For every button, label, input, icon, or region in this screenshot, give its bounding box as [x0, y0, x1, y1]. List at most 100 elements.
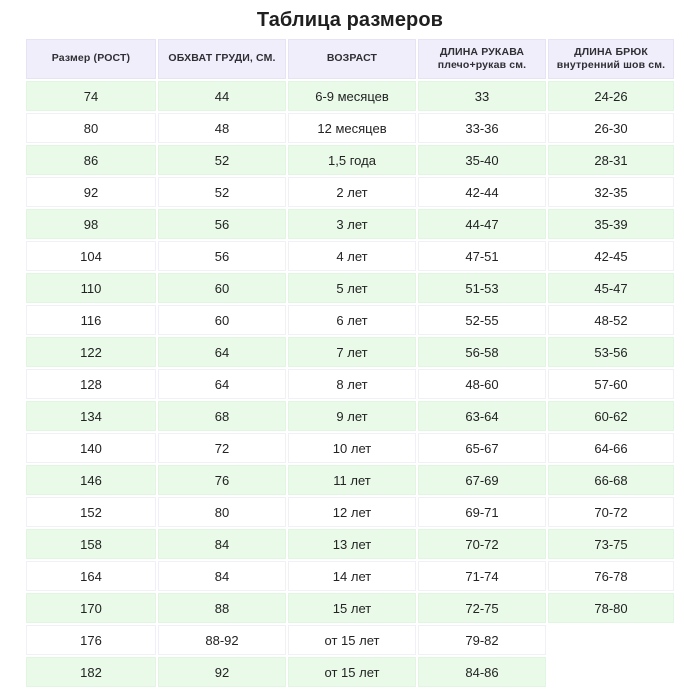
cell-inseam: 76-78: [548, 561, 674, 591]
cell-age: 6 лет: [288, 305, 416, 335]
cell-size: 74: [26, 81, 156, 111]
cell-size: 182: [26, 657, 156, 687]
cell-size: 92: [26, 177, 156, 207]
cell-sleeve: 33-36: [418, 113, 546, 143]
table-row: 104 56 4 лет 47-51 42-45: [26, 241, 674, 271]
cell-sleeve: 51-53: [418, 273, 546, 303]
table-header-row: Размер (РОСТ) ОБХВАТ ГРУДИ, см. ВОЗРАСТ …: [26, 39, 674, 79]
cell-sleeve: 65-67: [418, 433, 546, 463]
table-row: 74 44 6-9 месяцев 33 24-26: [26, 81, 674, 111]
cell-age: 3 лет: [288, 209, 416, 239]
cell-chest: 60: [158, 273, 286, 303]
cell-age: 2 лет: [288, 177, 416, 207]
column-header-chest: ОБХВАТ ГРУДИ, см.: [158, 39, 286, 79]
cell-chest: 68: [158, 401, 286, 431]
cell-inseam: [548, 657, 674, 687]
cell-age: от 15 лет: [288, 657, 416, 687]
cell-size: 128: [26, 369, 156, 399]
table-row: 152 80 12 лет 69-71 70-72: [26, 497, 674, 527]
cell-inseam: 35-39: [548, 209, 674, 239]
cell-sleeve: 44-47: [418, 209, 546, 239]
cell-sleeve: 47-51: [418, 241, 546, 271]
cell-sleeve: 63-64: [418, 401, 546, 431]
cell-chest: 64: [158, 369, 286, 399]
cell-inseam: 70-72: [548, 497, 674, 527]
size-table: Размер (РОСТ) ОБХВАТ ГРУДИ, см. ВОЗРАСТ …: [24, 37, 676, 689]
cell-inseam: 28-31: [548, 145, 674, 175]
cell-chest: 76: [158, 465, 286, 495]
cell-chest: 88: [158, 593, 286, 623]
cell-sleeve: 71-74: [418, 561, 546, 591]
cell-size: 134: [26, 401, 156, 431]
cell-size: 104: [26, 241, 156, 271]
cell-chest: 56: [158, 209, 286, 239]
cell-size: 80: [26, 113, 156, 143]
table-row: 182 92 от 15 лет 84-86: [26, 657, 674, 687]
cell-chest: 52: [158, 177, 286, 207]
table-row: 146 76 11 лет 67-69 66-68: [26, 465, 674, 495]
column-header-age: ВОЗРАСТ: [288, 39, 416, 79]
table-row: 98 56 3 лет 44-47 35-39: [26, 209, 674, 239]
table-row: 92 52 2 лет 42-44 32-35: [26, 177, 674, 207]
cell-age: 7 лет: [288, 337, 416, 367]
table-row: 140 72 10 лет 65-67 64-66: [26, 433, 674, 463]
table-row: 116 60 6 лет 52-55 48-52: [26, 305, 674, 335]
table-header: Размер (РОСТ) ОБХВАТ ГРУДИ, см. ВОЗРАСТ …: [26, 39, 674, 79]
table-row: 128 64 8 лет 48-60 57-60: [26, 369, 674, 399]
cell-inseam: 26-30: [548, 113, 674, 143]
cell-age: 9 лет: [288, 401, 416, 431]
column-header-sleeve-label: ДЛИНА РУКАВА: [439, 45, 525, 58]
column-header-chest-label: ОБХВАТ ГРУДИ, см.: [168, 52, 276, 65]
cell-size: 140: [26, 433, 156, 463]
cell-chest: 84: [158, 529, 286, 559]
cell-inseam: 24-26: [548, 81, 674, 111]
cell-inseam: 32-35: [548, 177, 674, 207]
cell-age: 13 лет: [288, 529, 416, 559]
cell-chest: 88-92: [158, 625, 286, 655]
table-row: 86 52 1,5 года 35-40 28-31: [26, 145, 674, 175]
cell-size: 146: [26, 465, 156, 495]
column-header-sleeve-sublabel: плечо+рукав см.: [437, 59, 527, 71]
page-title: Таблица размеров: [256, 9, 444, 31]
cell-sleeve: 56-58: [418, 337, 546, 367]
cell-size: 152: [26, 497, 156, 527]
cell-size: 176: [26, 625, 156, 655]
cell-size: 122: [26, 337, 156, 367]
cell-sleeve: 72-75: [418, 593, 546, 623]
cell-age: 1,5 года: [288, 145, 416, 175]
cell-chest: 72: [158, 433, 286, 463]
cell-age: 4 лет: [288, 241, 416, 271]
table-row: 158 84 13 лет 70-72 73-75: [26, 529, 674, 559]
cell-inseam: 78-80: [548, 593, 674, 623]
cell-chest: 60: [158, 305, 286, 335]
column-header-inseam-sublabel: внутренний шов см.: [556, 59, 666, 71]
cell-chest: 64: [158, 337, 286, 367]
cell-sleeve: 70-72: [418, 529, 546, 559]
table-row: 170 88 15 лет 72-75 78-80: [26, 593, 674, 623]
cell-age: 10 лет: [288, 433, 416, 463]
column-header-size: Размер (РОСТ): [26, 39, 156, 79]
cell-size: 110: [26, 273, 156, 303]
cell-chest: 52: [158, 145, 286, 175]
cell-sleeve: 69-71: [418, 497, 546, 527]
column-header-size-label: Размер (РОСТ): [51, 52, 131, 65]
column-header-sleeve: ДЛИНА РУКАВА плечо+рукав см.: [418, 39, 546, 79]
cell-inseam: 48-52: [548, 305, 674, 335]
cell-age: 11 лет: [288, 465, 416, 495]
column-header-inseam: ДЛИНА БРЮК внутренний шов см.: [548, 39, 674, 79]
cell-size: 164: [26, 561, 156, 591]
cell-inseam: 66-68: [548, 465, 674, 495]
cell-inseam: 57-60: [548, 369, 674, 399]
cell-inseam: 45-47: [548, 273, 674, 303]
cell-sleeve: 67-69: [418, 465, 546, 495]
cell-sleeve: 33: [418, 81, 546, 111]
cell-inseam: 42-45: [548, 241, 674, 271]
cell-inseam: 60-62: [548, 401, 674, 431]
table-row: 110 60 5 лет 51-53 45-47: [26, 273, 674, 303]
cell-sleeve: 52-55: [418, 305, 546, 335]
cell-chest: 48: [158, 113, 286, 143]
cell-sleeve: 35-40: [418, 145, 546, 175]
cell-chest: 84: [158, 561, 286, 591]
table-row: 80 48 12 месяцев 33-36 26-30: [26, 113, 674, 143]
